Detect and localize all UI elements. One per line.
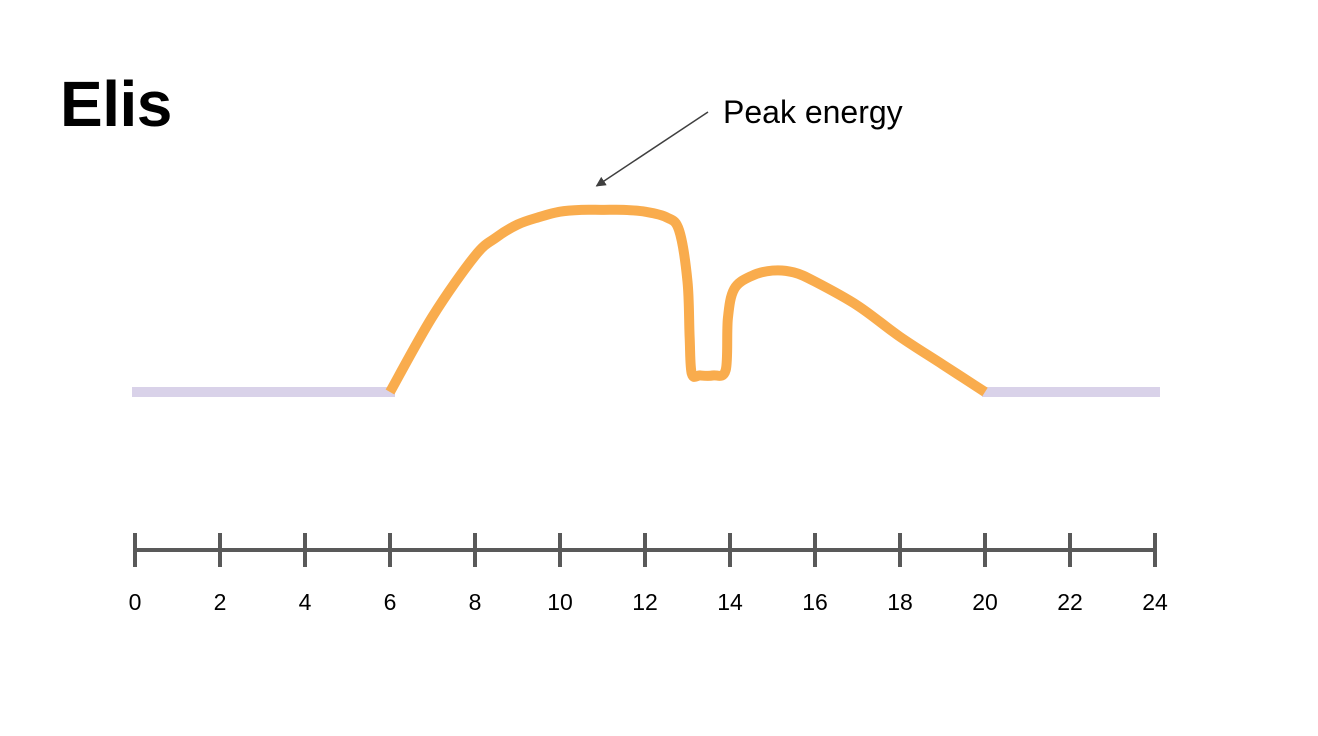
x-tick-label: 10 <box>547 589 573 615</box>
annotation-arrow <box>595 111 709 187</box>
x-tick-label: 18 <box>887 589 913 615</box>
energy-series-line <box>385 204 988 397</box>
annotation-layer: Peak energy <box>595 94 903 187</box>
x-tick-label: 22 <box>1057 589 1083 615</box>
x-tick-label: 12 <box>632 589 658 615</box>
x-axis: 0 2 4 6 8 10 12 14 16 18 20 22 24 <box>129 533 1168 615</box>
x-tick-label: 0 <box>129 589 142 615</box>
x-tick-label: 20 <box>972 589 998 615</box>
x-tick-label: 4 <box>299 589 312 615</box>
x-tick-label: 14 <box>717 589 743 615</box>
x-tick-label: 16 <box>802 589 828 615</box>
series-layer <box>385 204 988 397</box>
x-tick-label: 2 <box>214 589 227 615</box>
chart-title: Elis <box>60 68 172 140</box>
x-tick-label: 24 <box>1142 589 1168 615</box>
annotation-label: Peak energy <box>723 94 903 130</box>
x-tick-label: 6 <box>384 589 397 615</box>
x-tick-label: 8 <box>469 589 482 615</box>
